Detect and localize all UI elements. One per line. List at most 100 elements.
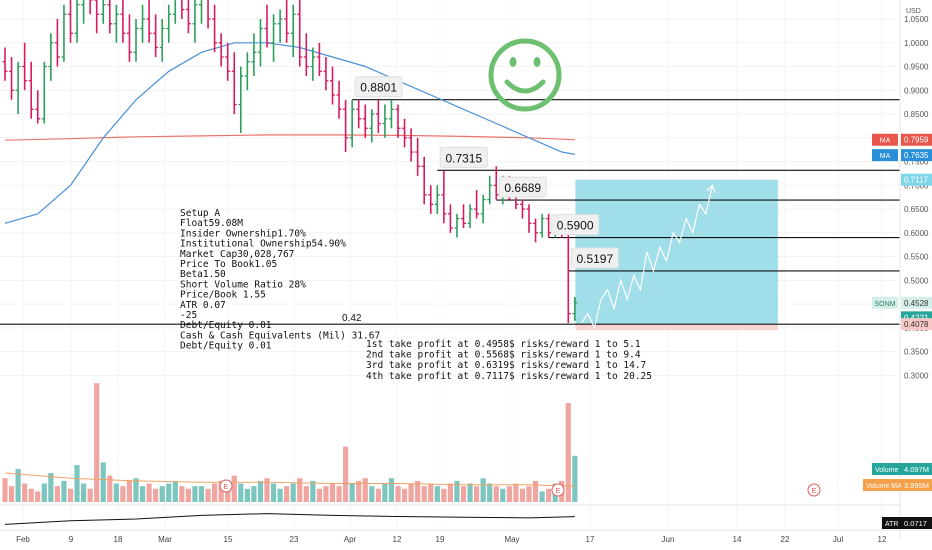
candle (153, 14, 159, 58)
setup-text-line: Market Cap30,028,767 (180, 249, 294, 260)
y-tick-label: 1.0500 (904, 15, 929, 24)
candle (238, 66, 244, 134)
volume-bar (434, 486, 440, 502)
volume-bar (179, 486, 185, 502)
x-tick-label: 17 (586, 535, 595, 544)
candle (2, 47, 8, 81)
volume-bar (8, 486, 15, 502)
x-tick-label: May (504, 535, 519, 544)
take-profit-line: 2nd take profit at 0.5568$ risks/reward … (366, 350, 641, 361)
candle (172, 0, 177, 24)
candle (533, 218, 539, 243)
candle (441, 171, 447, 224)
smiley-eye-left (509, 57, 517, 67)
level-label: 0.8801 (360, 81, 397, 95)
volume-bar (277, 488, 283, 502)
level-label: 0.6689 (504, 181, 541, 195)
y-tick-label: 0.6000 (904, 229, 929, 238)
volume-bar (146, 483, 152, 502)
volume-bar (67, 488, 74, 502)
setup-text-line: Debt/Equity 0.01 (180, 320, 272, 331)
volume-bar (284, 486, 290, 502)
right-price-box (901, 173, 932, 186)
candle (382, 104, 388, 138)
candle (225, 42, 231, 81)
volume-label-value-box (901, 463, 932, 475)
volume-bar (310, 480, 316, 502)
volume-bar (493, 486, 499, 502)
volume-bar (454, 480, 460, 502)
level-label: 0.7315 (445, 151, 482, 165)
right-price-box (901, 133, 932, 146)
volume-bar (343, 446, 349, 502)
candle (28, 61, 34, 119)
y-tick-label: 0.9500 (904, 63, 929, 72)
volume-ma-label-box (863, 479, 901, 491)
volume-bar (166, 483, 172, 502)
candle (126, 14, 132, 62)
candles (2, 0, 578, 324)
take-profit-line: 3rd take profit at 0.6319$ risks/reward … (366, 360, 646, 371)
candle (61, 4, 67, 62)
volume-bar (107, 475, 113, 502)
volume-bar (546, 488, 552, 502)
setup-text-line: Short Volume Ratio 28% (180, 279, 306, 290)
setup-text-line: Price/Book 1.55 (180, 290, 266, 301)
volume-bar (231, 475, 237, 502)
level-label-box (354, 76, 403, 98)
candle (212, 4, 218, 53)
candle (519, 199, 525, 219)
atr-panel (4, 513, 575, 525)
candle (303, 33, 309, 77)
volume-panel: EE E (0, 383, 900, 506)
atr-label-box (882, 517, 901, 529)
candle (467, 204, 473, 229)
candle (336, 80, 342, 119)
setup-text-line: Price To Book1.05 (180, 259, 277, 270)
candle (454, 213, 460, 238)
candle (48, 33, 54, 81)
earnings-marker (807, 483, 821, 497)
level-label-box (570, 247, 619, 269)
level-label-box (551, 214, 600, 236)
candle (133, 19, 139, 62)
volume-bar (22, 483, 28, 502)
candle (323, 57, 329, 91)
right-price-box (901, 149, 932, 162)
candle (447, 204, 453, 233)
volume-bar (81, 483, 87, 502)
smiley-face (488, 38, 562, 112)
candle (356, 99, 362, 129)
volume-bar (323, 486, 329, 502)
volume-bar (192, 486, 198, 502)
volume-bar (447, 483, 453, 502)
volume-bar (388, 478, 395, 502)
y-tick-label: 0.7000 (904, 181, 929, 190)
candle (15, 61, 21, 115)
volume-bar (329, 483, 336, 502)
setup-text-line: Institutional Ownership54.90% (180, 239, 346, 250)
volume-label-box (872, 463, 901, 475)
candle (421, 156, 427, 205)
volume-bar (185, 488, 191, 502)
take-profit-line: 4th take profit at 0.7117$ risks/reward … (366, 371, 652, 382)
level-label-box (498, 176, 547, 198)
volume-bar (539, 491, 545, 502)
candle (362, 104, 368, 138)
candle (493, 166, 499, 200)
level-labels: 0.8801 0.7315 0.6689 0.5900 0.5197 0.42 (342, 76, 619, 324)
atr-line (4, 513, 575, 525)
volume-bar (532, 480, 539, 502)
earnings-marker (219, 479, 233, 493)
volume-bar (139, 486, 146, 502)
volume-bar (297, 478, 303, 502)
volume-bar (244, 488, 250, 502)
volume-bar (54, 486, 60, 502)
candle (546, 213, 552, 238)
volume-bar (480, 478, 486, 502)
horizontal-levels[interactable] (0, 99, 900, 325)
target-zone-stop (575, 324, 778, 331)
volume-bar (565, 403, 571, 502)
